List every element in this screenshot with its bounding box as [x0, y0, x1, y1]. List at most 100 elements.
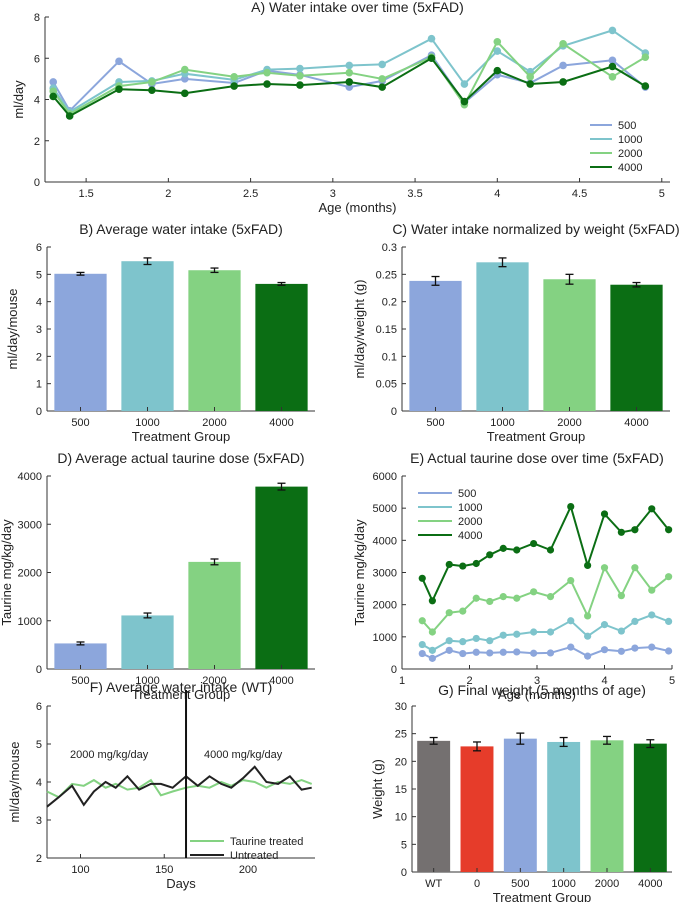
- data-point-2000: [378, 75, 386, 83]
- y-axis-label: ml/day/mouse: [5, 289, 20, 370]
- data-point-4000: [459, 562, 467, 570]
- data-point-500: [559, 61, 567, 70]
- data-point-2000: [617, 592, 625, 600]
- x-tick-label: 5: [669, 675, 675, 687]
- y-tick-label: 25: [395, 729, 407, 741]
- panel-e-taurine-dose-over-time: 0 1000 2000 3000 4000 5000 6000 1 2 3 4 5 E) Actual …: [352, 450, 675, 702]
- data-point-4000: [148, 86, 156, 95]
- x-tick-label: 0: [474, 878, 480, 890]
- y-tick-label: 0.05: [376, 379, 397, 391]
- series-line-untreated: [46, 765, 312, 808]
- y-tick-label: 0.15: [376, 324, 397, 336]
- y-tick-label: 3: [36, 815, 42, 827]
- x-tick-label: 1000: [135, 675, 159, 687]
- data-point-4000: [418, 574, 426, 582]
- data-point-500: [49, 78, 58, 86]
- panel-c-water-intake-normalized: 0 0.05 0.1 0.15 0.2 0.25 0.3 500 1000 2000 4000 C) …: [352, 221, 680, 444]
- data-point-500: [418, 649, 426, 658]
- data-point-2000: [530, 588, 538, 596]
- data-point-2000: [428, 628, 436, 636]
- data-point-4000: [648, 505, 656, 513]
- bar-500: [409, 280, 462, 411]
- y-axis-label: Taurine mg/kg/day: [352, 519, 367, 626]
- chart-title: F) Average water intake (WT): [90, 679, 273, 695]
- data-point-1000: [418, 640, 426, 649]
- x-tick-label: 500: [71, 417, 89, 429]
- data-point-1000: [378, 60, 386, 69]
- data-point-2000: [567, 576, 575, 585]
- data-point-4000: [486, 551, 494, 559]
- y-tick-label: 3: [36, 324, 42, 336]
- y-tick-label: 0.25: [376, 269, 397, 281]
- x-tick-label: WT: [425, 878, 442, 890]
- x-tick-label: 5: [659, 188, 665, 200]
- panel-g-final-weight: 0 5 10 15 20 25 30 WT 0 500 1000 2000 4000 G) Final w…: [370, 682, 672, 905]
- data-point-500: [445, 646, 453, 654]
- data-point-500: [513, 648, 521, 656]
- x-tick-label: 2000: [557, 417, 581, 429]
- x-tick-label: 2.5: [243, 188, 258, 200]
- data-point-1000: [445, 637, 453, 645]
- data-point-500: [608, 56, 617, 65]
- panel-a-water-intake-over-time: 0 2 4 6 8 1.5 2 2.5 3 3.5 4 4.5 5 A) Water intake ove…: [11, 0, 670, 215]
- data-point-2000: [631, 564, 639, 572]
- y-tick-label: 1: [36, 379, 42, 391]
- data-point-2000: [345, 68, 354, 77]
- data-point-4000: [115, 85, 123, 93]
- chart-title: G) Final weight (5 months of age): [438, 682, 646, 698]
- data-point-4000: [499, 544, 507, 552]
- y-tick-label: 4: [34, 95, 40, 107]
- bar-1000: [121, 615, 174, 669]
- y-tick-label: 2: [34, 136, 40, 148]
- x-tick-label: 1: [399, 675, 405, 687]
- data-point-4000: [181, 89, 189, 98]
- y-tick-label: 6: [34, 53, 40, 65]
- data-point-4000: [345, 78, 354, 86]
- annotation-high-dose: 4000 mg/kg/day: [204, 749, 283, 761]
- data-point-4000: [530, 539, 538, 548]
- data-point-1000: [513, 630, 521, 638]
- y-tick-label: 15: [395, 784, 407, 796]
- data-point-4000: [378, 83, 386, 91]
- data-point-2000: [665, 573, 673, 581]
- x-tick-label: 100: [71, 864, 89, 876]
- y-tick-label: 6: [36, 701, 42, 713]
- x-tick-label: 4: [494, 188, 500, 200]
- data-point-2000: [230, 73, 238, 81]
- y-axis-label: ml/day/mouse: [7, 742, 22, 823]
- bar-4000: [255, 486, 308, 669]
- legend-label-1000: 1000: [618, 134, 642, 146]
- data-point-500: [631, 644, 639, 652]
- x-tick-label: 4000: [624, 417, 648, 429]
- data-point-1000: [600, 621, 609, 629]
- data-point-4000: [460, 97, 469, 106]
- y-tick-label: 1000: [373, 632, 397, 644]
- data-point-1000: [584, 632, 592, 640]
- bar-0: [460, 746, 494, 872]
- data-point-2000: [499, 593, 507, 601]
- panel-b-average-water-intake: 0 1 2 3 4 5 6 500 1000 2000 4000 B) Average water i…: [5, 221, 315, 444]
- bar-4000: [610, 284, 663, 411]
- x-tick-label: 4: [601, 675, 607, 687]
- x-tick-label: 3: [330, 188, 336, 200]
- data-point-2000: [418, 617, 426, 625]
- data-point-500: [428, 654, 436, 662]
- bar-4000: [255, 283, 308, 411]
- bar-2000: [590, 740, 624, 872]
- data-point-2000: [641, 53, 650, 62]
- data-point-1000: [459, 638, 467, 646]
- chart-title: D) Average actual taurine dose (5xFAD): [57, 450, 304, 466]
- x-tick-label: 2000: [202, 675, 226, 687]
- y-tick-label: 4000: [373, 535, 397, 547]
- y-tick-label: 30: [395, 701, 407, 713]
- y-tick-label: 8: [34, 12, 40, 24]
- y-tick-label: 5: [36, 269, 42, 281]
- y-tick-label: 3000: [373, 568, 397, 580]
- data-point-4000: [49, 92, 58, 101]
- x-axis-label: Treatment Group: [132, 429, 231, 444]
- data-point-500: [600, 646, 609, 654]
- chart-title: E) Actual taurine dose over time (5xFAD): [410, 450, 664, 466]
- y-tick-label: 3000: [18, 519, 42, 531]
- x-tick-label: 150: [155, 864, 173, 876]
- data-point-1000: [631, 617, 639, 625]
